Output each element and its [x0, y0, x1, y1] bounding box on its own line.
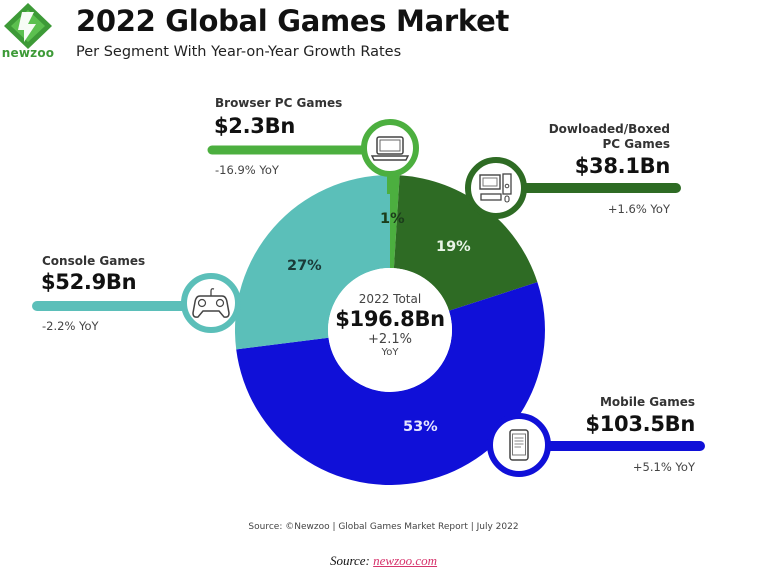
- newzoo-logo: [2, 2, 54, 62]
- slice-downloaded-pc: [393, 175, 538, 311]
- downloaded-pc-yoy: +1.6% YoY: [607, 202, 670, 216]
- console-name: Console Games: [42, 254, 146, 268]
- slice-browser-pc: [390, 174, 400, 269]
- total-yoy: +2.1%: [368, 332, 412, 347]
- desktop-computer-icon: [465, 157, 527, 219]
- gamepad-icon: [181, 273, 241, 333]
- slice-console: [234, 174, 390, 350]
- chart-subtitle: Per Segment With Year-on-Year Growth Rat…: [76, 44, 402, 60]
- source-note: Source: ©Newzoo | Global Games Market Re…: [248, 522, 519, 532]
- chart-title: 2022 Global Games Market: [76, 4, 510, 38]
- source-link[interactable]: newzoo.com: [373, 553, 438, 568]
- mobile-value: $103.5Bn: [585, 412, 695, 436]
- downloaded-pc-name-line1: Dowloaded/Boxed: [548, 122, 670, 136]
- browser-pc-yoy: -16.9% YoY: [215, 163, 279, 177]
- logo-wordmark: newzoo: [1, 46, 55, 60]
- smartphone-icon: [487, 413, 551, 477]
- mobile-yoy: +5.1% YoY: [632, 460, 695, 474]
- total-summary: 2022 Total $196.8Bn +2.1% YoY: [320, 292, 460, 358]
- browser-pc-value: $2.3Bn: [214, 114, 295, 138]
- console-value: $52.9Bn: [41, 270, 137, 294]
- downloaded-pc-value: $38.1Bn: [574, 154, 671, 178]
- slice-label-mobile: 53%: [403, 419, 438, 435]
- total-value: $196.8Bn: [335, 307, 445, 331]
- browser-pc-name: Browser PC Games: [215, 96, 343, 110]
- slice-label-console: 27%: [287, 258, 322, 274]
- slice-label-browser-pc: 1%: [380, 211, 405, 227]
- downloaded-pc-name-line2: PC Games: [602, 137, 670, 151]
- total-yoy-suffix: YoY: [381, 347, 399, 358]
- mobile-name: Mobile Games: [599, 395, 695, 409]
- slice-mobile: [236, 282, 545, 485]
- slice-label-downloaded-pc: 19%: [436, 239, 471, 255]
- console-yoy: -2.2% YoY: [42, 319, 99, 333]
- newzoo-logo-icon: [4, 3, 52, 49]
- source-caption: Source: newzoo.com: [0, 553, 767, 569]
- laptop-icon: [361, 119, 419, 177]
- total-label: 2022 Total: [358, 292, 422, 306]
- source-caption-prefix: Source:: [329, 553, 370, 568]
